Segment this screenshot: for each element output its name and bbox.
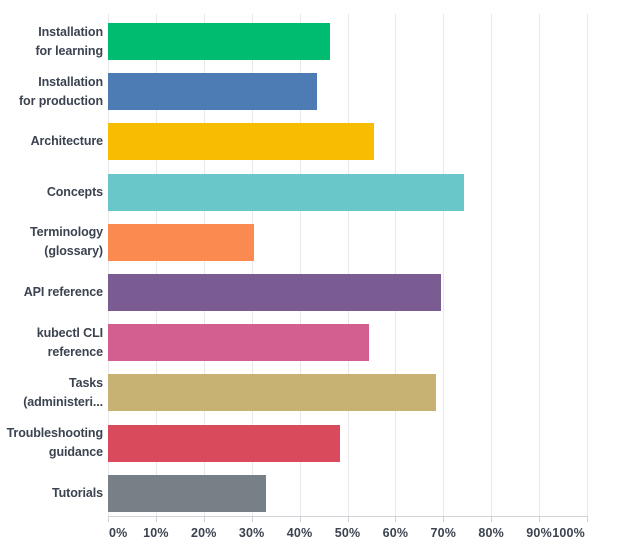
bar — [108, 173, 465, 211]
bar-track — [108, 114, 587, 164]
bar — [108, 223, 254, 261]
category-label: Tasks (administeri... — [23, 375, 103, 409]
category-label: Installation for learning — [35, 24, 103, 58]
bar-row: Installation for learning — [0, 14, 627, 64]
x-axis-tick-label: 30% — [238, 526, 265, 540]
category-label: Architecture — [30, 134, 104, 149]
gridline — [299, 14, 301, 516]
category-label: Concepts — [46, 184, 103, 199]
bar-track — [108, 315, 587, 365]
x-axis-tick-label: 60% — [382, 526, 409, 540]
bar-track — [108, 416, 587, 466]
bar — [108, 23, 330, 60]
x-axis-tick — [539, 516, 541, 522]
bar-row: Terminology (glossary) — [0, 215, 627, 265]
bar-track — [108, 365, 587, 415]
gridline — [251, 14, 253, 516]
gridline — [347, 14, 349, 516]
category-label-cell: API reference — [0, 265, 108, 315]
bar-row: Concepts — [0, 165, 627, 215]
bar-track — [108, 14, 587, 64]
x-axis-tick-label: 50% — [334, 526, 361, 540]
category-label-cell: Installation for learning — [0, 14, 108, 64]
category-label-cell: Troubleshooting guidance — [0, 416, 108, 466]
x-axis-tick-label: 70% — [430, 526, 457, 540]
bar — [108, 374, 437, 412]
category-label: Troubleshooting guidance — [6, 426, 104, 460]
bar — [108, 274, 441, 311]
bar — [108, 324, 370, 362]
x-axis-tick — [395, 516, 397, 522]
x-axis-tick-label: 20% — [190, 526, 217, 540]
x-axis-tick — [155, 516, 157, 522]
category-label: Installation for production — [18, 74, 103, 108]
category-label-cell: Tasks (administeri... — [0, 365, 108, 415]
bar-track — [108, 265, 587, 315]
category-label: Tutorials — [52, 485, 103, 500]
category-label-cell: Installation for production — [0, 64, 108, 114]
gridline — [443, 14, 445, 516]
category-label-cell: Architecture — [0, 114, 108, 164]
bar — [108, 73, 317, 111]
plot-area — [108, 14, 588, 516]
bar-row: Tasks (administeri... — [0, 365, 627, 415]
x-axis-tick — [587, 516, 588, 522]
bar-row: API reference — [0, 265, 627, 315]
x-axis-tick-label: 100% — [552, 526, 585, 540]
category-label: Terminology (glossary) — [30, 225, 103, 259]
gridline — [587, 14, 588, 516]
gridline — [539, 14, 541, 516]
bar-row: Installation for production — [0, 64, 627, 114]
bar-row: kubectl CLI reference — [0, 315, 627, 365]
bar-track — [108, 165, 587, 215]
x-axis-tick-label: 0% — [109, 526, 128, 540]
x-axis-tick — [108, 516, 109, 522]
x-axis-tick-label: 80% — [478, 526, 504, 540]
bar-rows: Installation for learning Installation f… — [0, 14, 627, 516]
gridline — [108, 14, 109, 516]
category-label-cell: Concepts — [0, 165, 108, 215]
bar-row: Troubleshooting guidance — [0, 416, 627, 466]
gridline — [203, 14, 205, 516]
bar-track — [108, 215, 587, 265]
bar-track — [108, 466, 587, 516]
bar — [108, 424, 340, 462]
gridline — [395, 14, 397, 516]
x-axis-tick — [347, 516, 349, 522]
bar — [108, 474, 267, 512]
category-label-cell: Terminology (glossary) — [0, 215, 108, 265]
bar-row: Architecture — [0, 114, 627, 164]
category-label: kubectl CLI reference — [36, 325, 103, 359]
x-axis-tick — [203, 516, 205, 522]
x-axis-tick-label: 90% — [526, 526, 552, 540]
bar-row: Tutorials — [0, 466, 627, 516]
gridline — [491, 14, 493, 516]
x-axis-tick-label: 10% — [143, 526, 169, 540]
category-label: API reference — [23, 285, 103, 299]
x-axis-tick — [491, 516, 493, 522]
gridline — [155, 14, 157, 516]
category-label-cell: kubectl CLI reference — [0, 315, 108, 365]
bar — [108, 123, 374, 161]
x-axis-tick-label: 40% — [286, 526, 313, 540]
x-axis-tick — [443, 516, 445, 522]
bar-track — [108, 64, 587, 114]
category-label-cell: Tutorials — [0, 466, 108, 516]
x-axis-tick — [251, 516, 253, 522]
x-axis-tick — [299, 516, 301, 522]
